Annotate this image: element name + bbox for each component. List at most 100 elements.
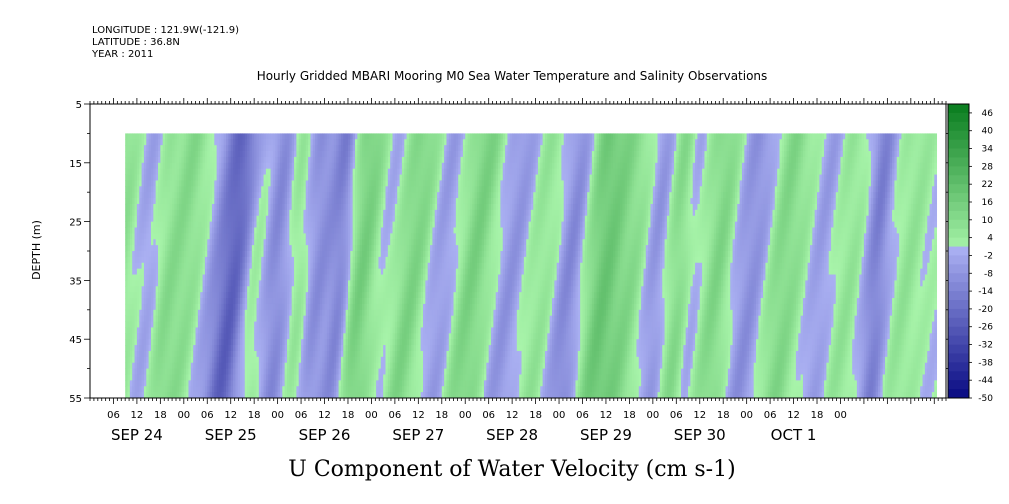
heat-cell: [305, 262, 309, 270]
heat-cell: [279, 298, 283, 305]
heat-cell: [298, 339, 302, 346]
heat-cell: [228, 315, 232, 322]
heat-cell: [223, 327, 227, 334]
heat-cell: [319, 392, 323, 399]
heat-cell: [256, 239, 260, 246]
heat-cell: [186, 251, 189, 258]
heat-cell: [319, 145, 323, 152]
heat-cell: [366, 303, 370, 311]
heat-cell: [228, 209, 232, 217]
heat-cell: [289, 168, 293, 175]
heat-cell: [279, 327, 283, 334]
heat-cell: [226, 145, 229, 152]
heat-cell: [296, 192, 300, 199]
heat-cell: [263, 333, 267, 340]
heat-cell: [289, 298, 293, 305]
heat-cell: [380, 151, 384, 158]
heat-cell: [338, 339, 342, 346]
heat-cell: [148, 162, 152, 170]
heat-cell: [230, 350, 234, 358]
heat-cell: [303, 274, 307, 281]
heat-cell: [373, 203, 377, 211]
heat-cell: [284, 309, 288, 317]
heat-cell: [186, 203, 189, 211]
heat-cell: [265, 298, 269, 305]
heat-cell: [183, 245, 187, 252]
heat-cell: [221, 286, 225, 293]
heat-cell: [127, 333, 131, 340]
heat-cell: [204, 133, 208, 140]
heat-cell: [265, 156, 269, 164]
heat-cell: [317, 209, 321, 217]
heat-cell: [284, 303, 288, 311]
heat-cell: [244, 227, 248, 234]
heat-cell: [148, 333, 152, 340]
heat-cell: [371, 339, 375, 346]
heat-cell: [197, 180, 201, 187]
heat-cell: [315, 168, 318, 175]
heat-cell: [155, 145, 159, 152]
heat-cell: [294, 374, 297, 381]
heat-cell: [218, 239, 222, 246]
heat-cell: [237, 227, 241, 234]
heat-cell: [132, 215, 135, 222]
heat-cell: [148, 356, 152, 364]
heat-cell: [308, 203, 311, 211]
heat-cell: [169, 333, 173, 340]
heat-cell: [315, 392, 318, 399]
heat-cell: [167, 303, 171, 311]
heat-cell: [226, 280, 229, 287]
heat-cell: [249, 262, 253, 270]
heat-cell: [315, 356, 318, 364]
heat-cell: [249, 139, 253, 146]
heat-cell: [240, 309, 243, 317]
heat-cell: [150, 292, 154, 299]
heat-cell: [129, 239, 133, 246]
heat-cell: [233, 209, 236, 217]
heat-cell: [204, 380, 208, 387]
heat-cell: [340, 215, 344, 222]
heat-cell: [153, 356, 157, 364]
heat-cell: [270, 156, 274, 164]
heat-cell: [373, 162, 377, 170]
heat-cell: [240, 380, 243, 387]
heat-cell: [216, 162, 220, 170]
heat-cell: [134, 327, 138, 334]
heat-cell: [125, 368, 128, 375]
heat-cell: [183, 339, 187, 346]
heat-cell: [329, 156, 332, 164]
heat-cell: [284, 362, 288, 369]
heat-cell: [364, 209, 368, 217]
heat-cell: [125, 350, 128, 358]
heat-cell: [146, 292, 150, 299]
heat-cell: [228, 251, 232, 258]
heat-cell: [279, 227, 283, 234]
heat-cell: [153, 292, 157, 299]
heat-cell: [254, 145, 257, 152]
heat-cell: [268, 251, 271, 258]
heat-cell: [153, 262, 157, 270]
heat-cell: [181, 245, 185, 252]
heat-cell: [202, 209, 206, 217]
heat-cell: [322, 292, 325, 299]
heat-cell: [200, 239, 203, 246]
heat-cell: [294, 245, 297, 252]
heat-cell: [338, 362, 342, 369]
heat-cell: [294, 256, 297, 264]
heat-cell: [207, 192, 211, 199]
heat-cell: [202, 386, 206, 393]
heat-cell: [249, 362, 253, 369]
heat-cell: [275, 386, 279, 393]
heat-cell: [301, 368, 304, 375]
heat-cell: [172, 309, 175, 317]
heat-cell: [263, 262, 267, 270]
heat-cell: [169, 327, 173, 334]
heat-cell: [179, 374, 182, 381]
heat-cell: [143, 262, 147, 270]
heat-cell: [247, 380, 250, 387]
heat-cell: [197, 227, 201, 234]
heat-cell: [350, 374, 354, 381]
heat-cell: [141, 280, 145, 287]
heat-cell: [336, 221, 339, 228]
heat-cell: [289, 262, 293, 270]
